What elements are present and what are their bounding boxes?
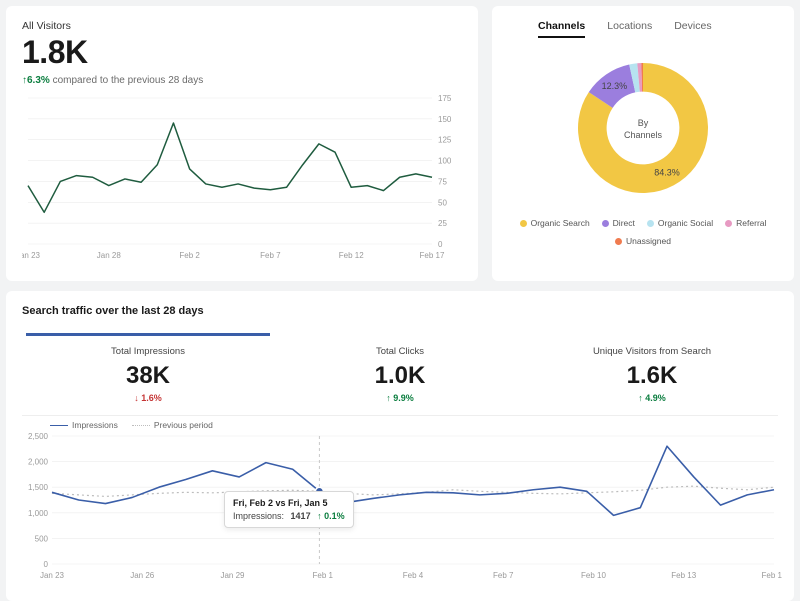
svg-text:175: 175: [438, 94, 452, 103]
svg-text:Feb 7: Feb 7: [260, 251, 281, 260]
chart-tooltip: Fri, Feb 2 vs Fri, Jan 5 Impressions: 14…: [224, 491, 354, 528]
search-metric-tabs: Total Impressions38K↓ 1.6%Total Clicks1.…: [22, 325, 778, 416]
svg-text:Jan 28: Jan 28: [97, 251, 122, 260]
svg-text:12.3%: 12.3%: [602, 81, 628, 91]
svg-text:150: 150: [438, 115, 452, 124]
visitors-card: All Visitors 1.8K ↑6.3% compared to the …: [6, 6, 478, 281]
legend-referral: Referral: [725, 218, 766, 228]
svg-text:Jan 23: Jan 23: [22, 251, 41, 260]
svg-text:2,000: 2,000: [28, 458, 49, 467]
legend-organic-social: Organic Social: [647, 218, 713, 228]
svg-text:84.3%: 84.3%: [654, 168, 680, 178]
channels-donut-chart: 84.3% 12.3% By Channels: [553, 48, 733, 208]
search-title: Search traffic over the last 28 days: [22, 305, 778, 317]
svg-text:0: 0: [44, 560, 49, 569]
svg-text:25: 25: [438, 219, 447, 228]
tab-locations[interactable]: Locations: [607, 20, 652, 38]
channels-legend: Organic Search Direct Organic Social Referr…: [508, 218, 778, 246]
breakdown-tabs: Channels Locations Devices: [508, 20, 778, 38]
legend-direct: Direct: [602, 218, 635, 228]
svg-text:50: 50: [438, 198, 447, 207]
svg-text:2,500: 2,500: [28, 432, 49, 441]
impressions-line-chart: 05001,0001,5002,0002,500Jan 23Jan 26Jan …: [22, 432, 782, 582]
tab-devices[interactable]: Devices: [674, 20, 711, 38]
visitors-line-chart: 0 25 50 75 100 125 150 175 Jan 23 Jan 28 Feb 2 Feb …: [22, 92, 462, 262]
svg-text:500: 500: [35, 534, 49, 543]
metric-unique-visitors-from-search[interactable]: Unique Visitors from Search1.6K↑ 4.9%: [526, 325, 778, 415]
visitors-delta: ↑6.3% compared to the previous 28 days: [22, 75, 462, 86]
svg-text:75: 75: [438, 177, 447, 186]
svg-text:Channels: Channels: [624, 130, 663, 140]
svg-text:1,500: 1,500: [28, 483, 49, 492]
visitors-value: 1.8K: [22, 34, 462, 71]
tooltip-title: Fri, Feb 2 vs Fri, Jan 5: [233, 498, 345, 508]
svg-text:By: By: [638, 118, 649, 128]
metric-total-impressions[interactable]: Total Impressions38K↓ 1.6%: [22, 325, 274, 415]
visitors-title: All Visitors: [22, 20, 462, 32]
svg-text:0: 0: [438, 240, 443, 249]
tab-channels[interactable]: Channels: [538, 20, 585, 38]
search-traffic-card: Search traffic over the last 28 days Tot…: [6, 291, 794, 601]
breakdown-card: Channels Locations Devices 84.3% 12.3% By Cha…: [492, 6, 794, 281]
svg-text:100: 100: [438, 157, 452, 166]
svg-text:Feb 12: Feb 12: [339, 251, 364, 260]
svg-text:Feb 17: Feb 17: [420, 251, 445, 260]
svg-text:1,000: 1,000: [28, 509, 49, 518]
svg-text:Feb 2: Feb 2: [179, 251, 200, 260]
metric-total-clicks[interactable]: Total Clicks1.0K↑ 9.9%: [274, 325, 526, 415]
tooltip-row: Impressions: 1417 ↑ 0.1%: [233, 511, 345, 521]
legend-unassigned: Unassigned: [615, 236, 671, 246]
legend-organic-search: Organic Search: [520, 218, 590, 228]
impressions-legend: Impressions Previous period: [50, 420, 778, 430]
svg-text:125: 125: [438, 136, 452, 145]
